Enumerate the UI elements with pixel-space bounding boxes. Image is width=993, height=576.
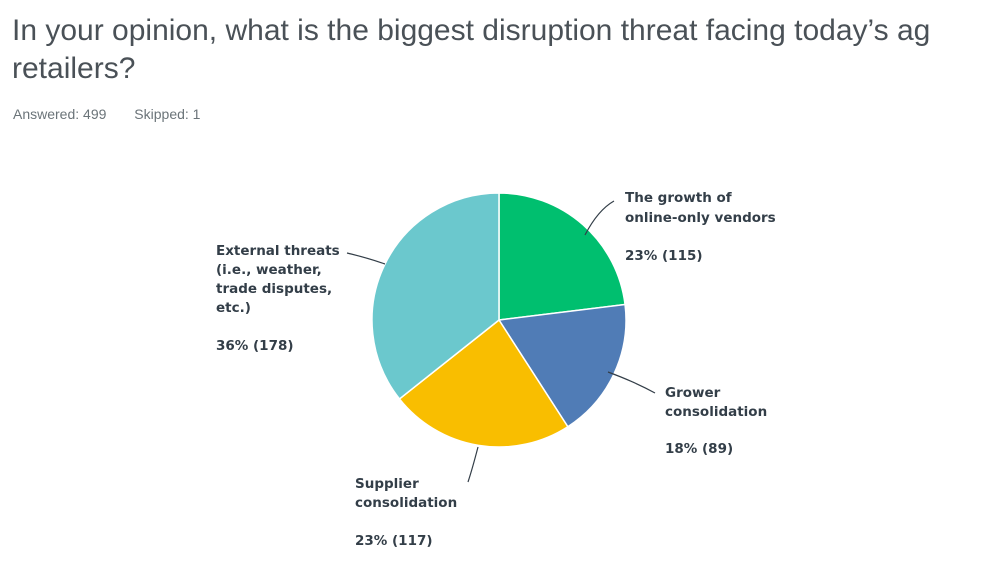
slice-value-text: 18% (89) — [665, 441, 733, 457]
slice-label-text: Grower consolidation — [665, 385, 767, 420]
slice-label-external-threats: External threats (i.e., weather, trade d… — [216, 243, 386, 354]
pie-slice-online-vendors — [498, 192, 626, 321]
slice-label-supplier-consolidation: Supplier consolidation 23% (117) — [355, 446, 479, 549]
question-title: In your opinion, what is the biggest dis… — [12, 14, 931, 85]
leader-line — [584, 200, 615, 236]
leader-line — [346, 252, 386, 265]
slice-value-text: 23% (115) — [625, 248, 703, 264]
slice-value-text: 36% (178) — [216, 338, 294, 354]
pie-slices — [371, 192, 627, 448]
slice-label-online-vendors: The growth of online-only vendors 23% (1… — [584, 190, 776, 264]
leader-line — [607, 371, 656, 394]
answered-count: Answered: 499 — [13, 106, 107, 122]
response-stats: Answered: 499 Skipped: 1 — [13, 106, 200, 122]
skipped-count: Skipped: 1 — [134, 106, 201, 122]
slice-label-text: External threats (i.e., weather, trade d… — [216, 243, 344, 316]
slice-value-text: 23% (117) — [355, 533, 433, 549]
pie-slice-supplier-consolidation — [398, 319, 569, 448]
slice-label-text: The growth of online-only vendors — [625, 190, 776, 226]
leader-line — [467, 446, 479, 483]
slice-label-grower-consolidation: Grower consolidation 18% (89) — [607, 371, 767, 457]
slice-label-text: Supplier consolidation — [355, 476, 457, 511]
pie-slice-external-threats — [371, 192, 500, 400]
